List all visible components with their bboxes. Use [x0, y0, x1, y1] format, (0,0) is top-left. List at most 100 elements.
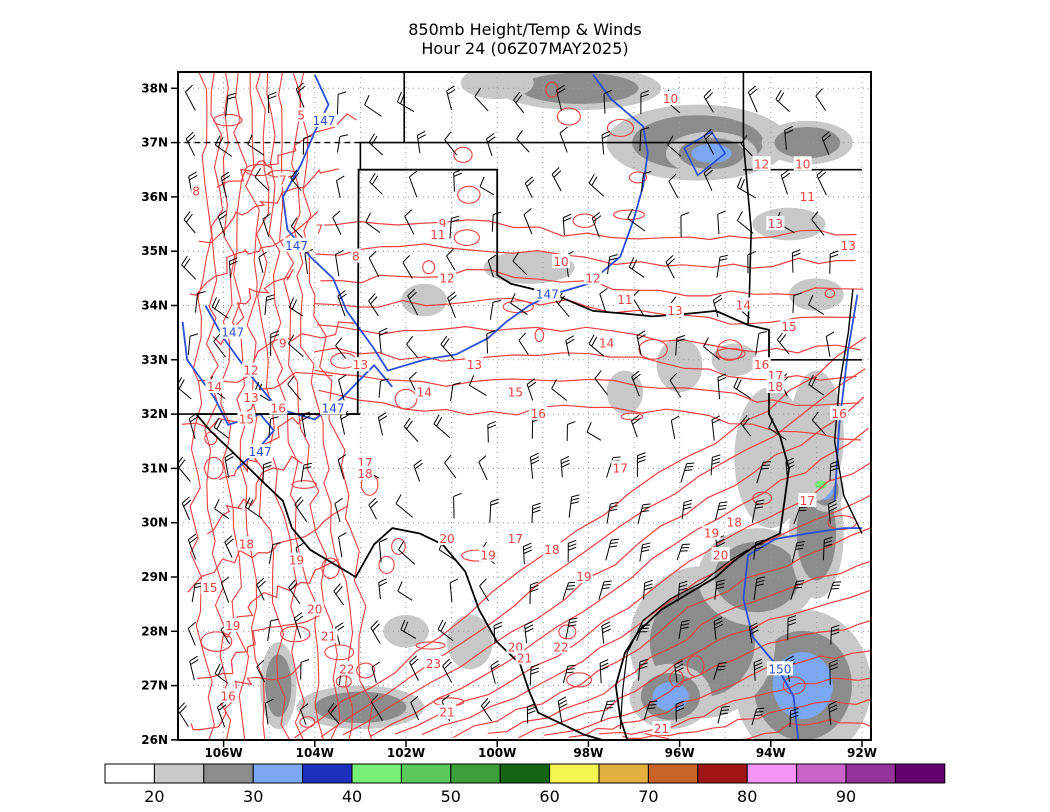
wind-barb: [187, 333, 199, 355]
temp-contour-label: 17: [508, 532, 523, 546]
temp-label-bg: [200, 579, 219, 594]
temp-contour-label: 19: [576, 570, 591, 584]
wind-barb: [605, 538, 619, 561]
temp-label-bg: [269, 400, 288, 415]
wind-barb: [369, 173, 383, 195]
map-frame: [177, 71, 872, 741]
wind-barb: [214, 498, 230, 520]
temp-label-bg: [798, 188, 817, 203]
wind-barb: [669, 372, 682, 398]
wind-barb: [449, 578, 459, 602]
temp-contour-label: 7: [316, 222, 324, 236]
lat-label: 32N: [141, 407, 168, 421]
wind-barb: [453, 492, 462, 519]
temperature-contour-loop: [433, 697, 465, 707]
height-label-bg: [534, 286, 561, 301]
wind-barb: [643, 579, 653, 600]
wind-barb: [551, 167, 562, 192]
wind-shade-region: [656, 338, 703, 393]
temp-label-bg: [734, 297, 753, 312]
wind-barb: [489, 299, 502, 320]
wind-barb: [829, 659, 839, 685]
colorbar-swatch: [153, 763, 205, 784]
temperature-contour: [599, 677, 871, 735]
temp-contour-label: 9: [439, 217, 447, 231]
wind-barb: [194, 291, 206, 313]
temp-label-bg: [515, 650, 534, 665]
temp-contour-label: 13: [353, 358, 368, 372]
wind-barb: [529, 452, 540, 479]
wind-barb: [559, 126, 568, 153]
wind-barb: [674, 660, 684, 683]
wind-barb: [526, 703, 536, 724]
temp-label-bg: [351, 357, 370, 372]
temp-contour-label: 13: [841, 239, 856, 253]
wind-barb: [335, 337, 346, 359]
wind-barb: [490, 660, 500, 684]
temp-contour-label: 11: [800, 190, 815, 204]
wind-barb: [402, 255, 413, 279]
temp-contour-label: 18: [768, 380, 783, 394]
temperature-contour-loop: [620, 412, 644, 421]
lat-label: 34N: [141, 298, 168, 312]
temp-contour-label: 12: [585, 271, 600, 285]
temp-contour-label: 9: [279, 337, 287, 351]
wind-barb: [254, 168, 270, 191]
wind-barb: [479, 176, 495, 196]
temp-label-bg: [611, 460, 630, 475]
wind-barb: [187, 533, 198, 560]
wind-barb: [493, 621, 503, 644]
wind-barb: [245, 497, 263, 519]
wind-barb: [599, 659, 609, 684]
wind-barb: [400, 619, 417, 640]
wind-barb: [808, 374, 825, 396]
temp-label-bg: [661, 91, 680, 106]
wind-barb: [675, 335, 686, 356]
temp-contour-label: 14: [207, 380, 222, 394]
temperature-contour-loop: [638, 338, 668, 360]
wind-barb: [397, 581, 413, 601]
temp-label-bg: [319, 628, 338, 643]
temp-contour-label: 12: [243, 364, 258, 378]
wind-barb: [479, 578, 489, 602]
temp-label-bg: [506, 384, 525, 399]
temperature-contour-loop: [335, 675, 352, 688]
colorbar-label: 70: [638, 787, 658, 806]
temp-contour-label: 21: [517, 651, 532, 665]
wind-shade-region: [520, 72, 639, 104]
temp-label-bg: [241, 389, 260, 404]
wind-barb: [755, 331, 767, 355]
wind-barb: [791, 540, 805, 563]
wind-barb: [433, 414, 451, 439]
temperature-contour: [206, 455, 303, 535]
wind-barb: [378, 578, 388, 600]
wind-barb: [567, 539, 577, 562]
wind-shade-region: [401, 283, 448, 317]
wind-barb: [446, 248, 457, 273]
wind-barb: [522, 542, 532, 565]
temperature-contour-loop: [453, 146, 473, 163]
wind-barb: [640, 90, 650, 115]
temp-contour-label: 16: [754, 358, 769, 372]
wind-barb: [487, 254, 497, 278]
wind-barb: [598, 580, 612, 600]
wind-shade-region: [483, 251, 575, 284]
colorbar-label: 30: [243, 787, 263, 806]
wind-barb: [302, 135, 312, 155]
colorbar-swatch: [400, 763, 452, 784]
height-contour-label: 147: [312, 114, 335, 128]
temp-label-bg: [711, 547, 730, 562]
temperature-contour-loop: [200, 631, 233, 652]
temperature-contour-loop: [291, 480, 317, 489]
wind-barb: [736, 211, 754, 234]
wind-barb: [510, 293, 528, 315]
temp-label-bg: [415, 384, 434, 399]
wind-barb: [703, 166, 714, 191]
height-contour-label: 147: [221, 326, 244, 340]
temperature-contour-loop: [628, 171, 648, 184]
wind-barb: [264, 294, 275, 315]
temp-contour-label: 7: [279, 174, 287, 188]
wind-shade-region: [774, 126, 841, 159]
height-contour-150: [833, 294, 859, 502]
